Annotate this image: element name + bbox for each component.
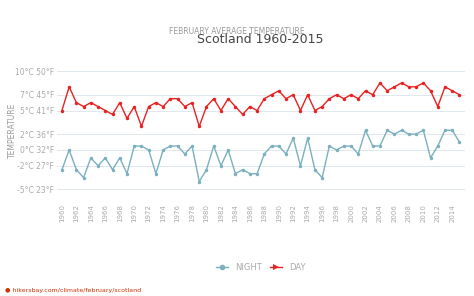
Title: Scotland 1960-2015: Scotland 1960-2015 [198, 33, 324, 46]
Text: ● hikersbay.com/climate/february/scotland: ● hikersbay.com/climate/february/scotlan… [5, 288, 141, 293]
Text: FEBRUARY AVERAGE TEMPERATURE: FEBRUARY AVERAGE TEMPERATURE [169, 27, 305, 36]
Legend: NIGHT, DAY: NIGHT, DAY [212, 260, 309, 275]
Y-axis label: TEMPERATURE: TEMPERATURE [8, 102, 17, 158]
